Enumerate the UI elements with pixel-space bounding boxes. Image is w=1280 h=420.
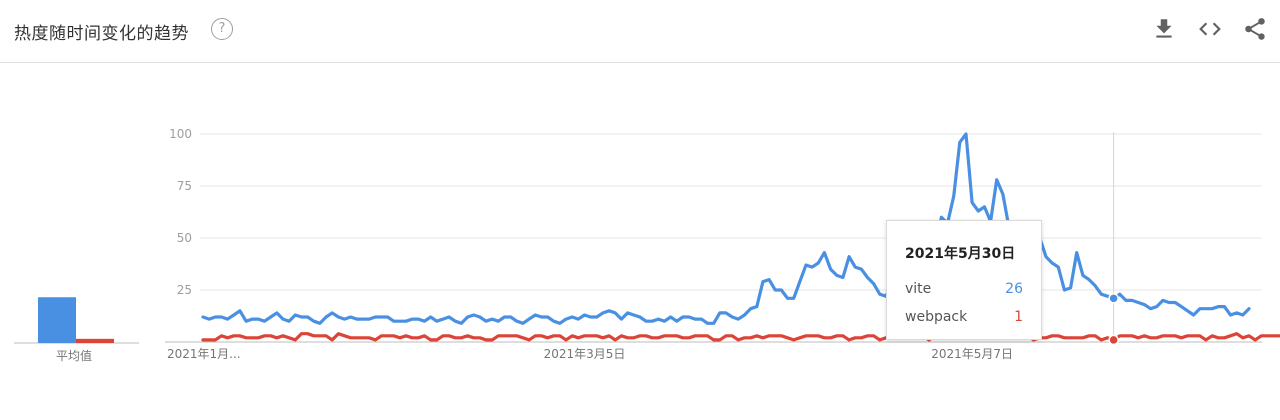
y-tick-label: 50 <box>177 231 192 245</box>
header-bar: 热度随时间变化的趋势 ? <box>0 0 1280 63</box>
y-tick-label: 25 <box>177 283 192 297</box>
page-title: 热度随时间变化的趋势 <box>14 24 189 44</box>
x-tick-label: 2021年5月7日 <box>931 347 1013 361</box>
share-icon[interactable] <box>1242 16 1268 42</box>
hover-tooltip: 2021年5月30日 vite 26 webpack 1 <box>886 220 1042 340</box>
average-label: 平均值 <box>56 349 93 363</box>
help-icon[interactable]: ? <box>211 18 233 40</box>
series-line-webpack <box>201 332 1280 342</box>
embed-code-icon[interactable] <box>1197 16 1223 42</box>
y-tick-label: 75 <box>177 179 192 193</box>
hover-point-webpack <box>1108 334 1119 346</box>
tooltip-term-vite: vite <box>905 281 932 297</box>
hover-point-vite <box>1108 293 1119 304</box>
average-bar-webpack <box>76 338 114 343</box>
tooltip-value-webpack: 1 <box>1014 309 1023 325</box>
x-tick-label: 2021年1月... <box>167 347 241 361</box>
x-tick-label: 2021年3月5日 <box>544 347 626 361</box>
average-bars <box>14 297 139 344</box>
average-bar-vite <box>38 297 76 343</box>
series-line-vite <box>201 132 1251 325</box>
tooltip-term-webpack: webpack <box>905 309 968 325</box>
tooltip-value-vite: 26 <box>1005 281 1023 297</box>
tooltip-date: 2021年5月30日 <box>905 246 1016 262</box>
y-tick-label: 100 <box>169 127 192 141</box>
download-icon[interactable] <box>1151 16 1177 42</box>
